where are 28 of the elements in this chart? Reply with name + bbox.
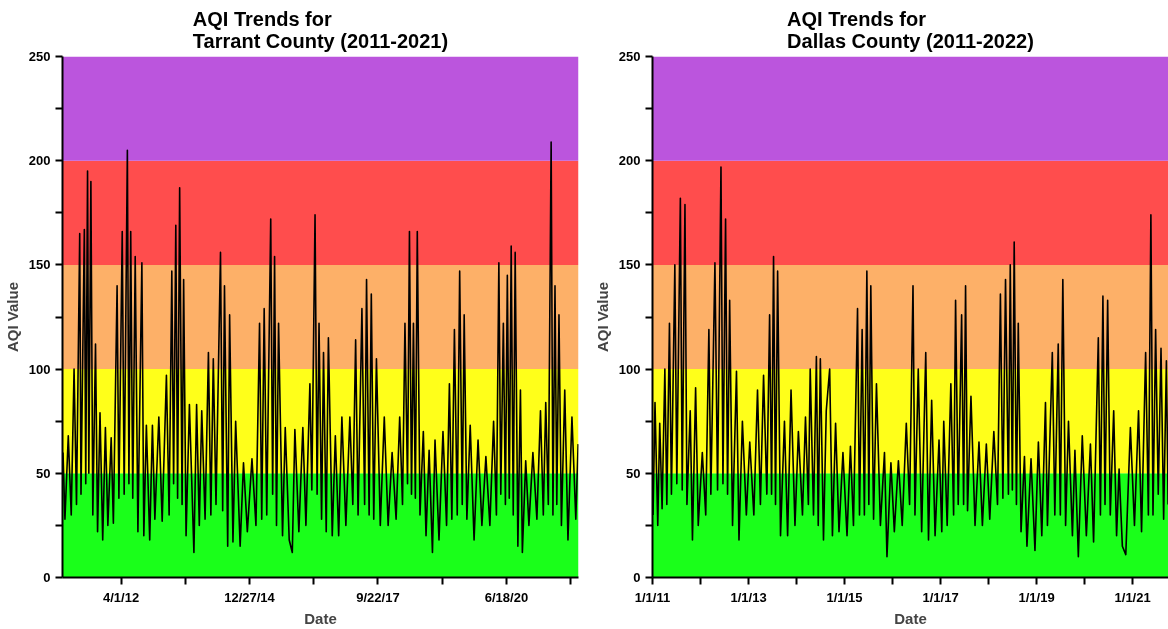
y-tick-label: 150 <box>28 257 51 273</box>
y-tick-label: 200 <box>618 153 641 169</box>
x-axis-title: Date <box>304 609 337 627</box>
x-tick-label: 1/1/21 <box>1114 589 1151 605</box>
x-tick-label: 1/1/13 <box>730 589 767 605</box>
x-tick-label: 1/1/19 <box>1018 589 1055 605</box>
x-tick-label: 12/27/14 <box>224 589 276 605</box>
y-tick-label: 100 <box>618 361 641 377</box>
y-tick-label: 50 <box>36 465 51 481</box>
x-tick-label: 4/1/12 <box>103 589 140 605</box>
x-tick-label: 1/1/11 <box>634 589 671 605</box>
y-tick-label: 150 <box>618 257 641 273</box>
y-tick-label: 100 <box>28 361 51 377</box>
y-tick-label: 0 <box>43 570 51 585</box>
y-tick-label: 250 <box>618 49 641 64</box>
x-tick-label: 6/18/20 <box>484 589 529 605</box>
x-tick-label: 1/1/17 <box>922 589 959 605</box>
y-tick-label: 50 <box>626 465 641 481</box>
chart-title: AQI Trends for Dallas County (2011-2022) <box>787 7 1034 52</box>
x-tick-label: 9/22/17 <box>356 589 400 605</box>
y-axis-title: AQI Value <box>593 281 611 353</box>
y-tick-label: 0 <box>633 570 641 585</box>
x-tick-label: 1/1/15 <box>826 589 863 605</box>
y-axis-title: AQI Value <box>3 281 21 353</box>
y-tick-label: 250 <box>28 49 51 64</box>
chart-title: AQI Trends for Tarrant County (2011-2021) <box>192 7 449 52</box>
x-axis-title: Date <box>894 609 927 627</box>
y-tick-label: 200 <box>28 153 51 169</box>
